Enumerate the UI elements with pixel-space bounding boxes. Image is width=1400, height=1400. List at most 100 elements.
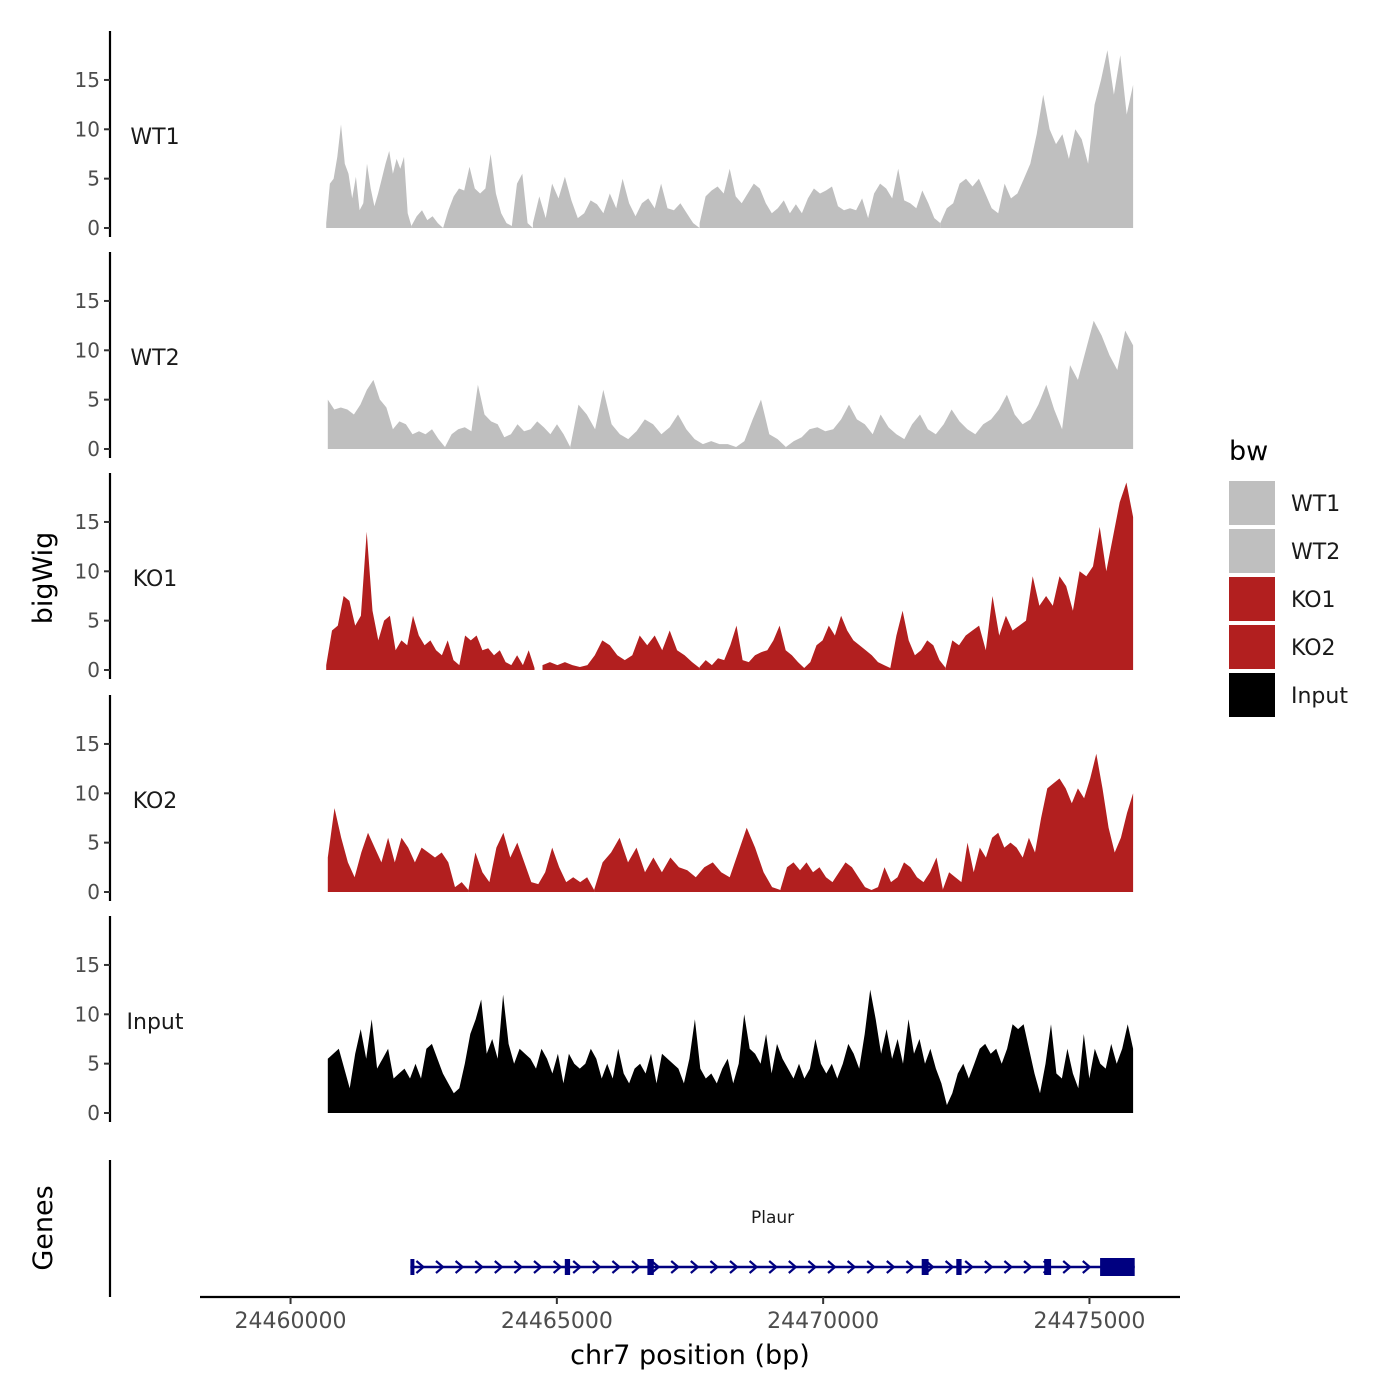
y-tick-label: 0	[87, 216, 100, 240]
signal-area-wt1	[326, 124, 412, 228]
strand-arrow	[807, 1260, 818, 1274]
signal-area-wt1	[699, 168, 941, 228]
strand-arrow	[611, 1260, 622, 1274]
legend-item-ko2: KO2	[1229, 625, 1336, 669]
gene-exon	[921, 1259, 929, 1275]
track-wt2: 0 5 10 15 WT2	[75, 252, 1134, 461]
track-label: KO2	[133, 789, 178, 814]
signal-area-wt2	[445, 384, 571, 449]
y-tick-label: 10	[75, 781, 100, 805]
gene-exon	[647, 1259, 654, 1275]
track-label: Input	[127, 1010, 184, 1035]
x-tick-label: 24470000	[767, 1309, 879, 1334]
track-wt1: 0 5 10 15 WT1	[75, 31, 1134, 240]
track-ko1: 0 5 10 15 KO1	[75, 473, 1134, 682]
y-tick-label: 5	[87, 167, 100, 191]
signal-area-ko2	[780, 857, 943, 892]
track-label: WT1	[130, 125, 179, 150]
x-axis-title: chr7 position (bp)	[570, 1340, 810, 1371]
y-tick-label: 10	[75, 559, 100, 583]
y-tick-label: 15	[75, 953, 100, 977]
y-tick-label: 10	[75, 338, 100, 362]
y-tick-label: 0	[87, 437, 100, 461]
strand-arrow	[788, 1260, 798, 1274]
y-tick-label: 5	[87, 609, 100, 633]
signal-area-ko2	[327, 808, 469, 892]
y-axis-title: bigWig	[28, 532, 59, 625]
y-tick-label: 0	[87, 1101, 100, 1125]
strand-arrow	[1003, 1260, 1014, 1274]
legend-label: KO2	[1291, 636, 1336, 661]
strand-arrow	[866, 1260, 876, 1274]
track-label: WT2	[130, 346, 179, 371]
strand-arrow	[1082, 1260, 1092, 1274]
strand-arrow	[964, 1260, 974, 1274]
legend-title: bw	[1229, 436, 1268, 467]
legend-swatch	[1229, 673, 1275, 717]
legend-label: WT2	[1291, 540, 1340, 565]
track-label: KO1	[133, 567, 178, 592]
strand-arrow	[905, 1260, 916, 1274]
signal-area-wt1	[940, 50, 1134, 228]
legend-swatch	[1229, 577, 1275, 621]
strand-arrow	[748, 1260, 759, 1274]
strand-arrow	[1023, 1260, 1033, 1274]
signal-area-wt2	[570, 389, 786, 449]
strand-arrow	[886, 1260, 896, 1274]
strand-arrow	[984, 1260, 994, 1274]
gene-exon	[956, 1259, 962, 1275]
strand-arrow	[474, 1260, 484, 1274]
signal-area-ko1	[699, 610, 946, 670]
y-tick-label: 0	[87, 880, 100, 904]
signal-area-wt2	[785, 320, 1134, 449]
x-tick-label: 24460000	[235, 1309, 347, 1334]
signal-area-ko1	[542, 630, 700, 670]
y-tick-label: 10	[75, 117, 100, 141]
x-tick-label: 24465000	[501, 1309, 613, 1334]
gene-exon	[1044, 1259, 1052, 1275]
strand-arrow	[435, 1260, 445, 1274]
signal-area-ko2	[468, 832, 595, 892]
y-tick-label: 15	[75, 289, 100, 313]
strand-arrow	[650, 1260, 661, 1274]
signal-area-wt1	[532, 176, 700, 228]
legend-label: KO1	[1291, 588, 1336, 613]
legend-item-wt1: WT1	[1229, 481, 1340, 525]
strand-arrow	[768, 1260, 778, 1274]
strand-arrow	[690, 1260, 700, 1274]
x-axis: 24460000 24465000 24470000 24475000	[200, 1295, 1180, 1334]
y-tick-label: 15	[75, 68, 100, 92]
strand-arrow	[631, 1260, 641, 1274]
strand-arrow	[670, 1260, 680, 1274]
signal-area-wt1	[411, 154, 533, 228]
signal-area-ko1	[326, 531, 535, 670]
signal-tracks: 0 5 10 15 WT1 0 5 10 15 WT2 0 5 10 15 KO1 0 5 10 15 KO2 0 5 10…	[75, 31, 1134, 1125]
track-ko2: 0 5 10 15 KO2	[75, 695, 1134, 904]
strand-arrow	[494, 1260, 504, 1274]
y-tick-label: 0	[87, 658, 100, 682]
gene-plaur: Plaur	[410, 1208, 1135, 1276]
track-input: 0 5 10 15 Input	[75, 916, 1134, 1125]
strand-arrow	[846, 1260, 857, 1274]
signal-area-wt2	[327, 379, 445, 449]
legend-swatch	[1229, 481, 1275, 525]
signal-area-ko2	[594, 827, 781, 892]
strand-arrow	[454, 1260, 465, 1274]
y-tick-label: 15	[75, 510, 100, 534]
legend-swatch	[1229, 529, 1275, 573]
y-tick-label: 15	[75, 732, 100, 756]
x-tick-label: 24475000	[1033, 1309, 1145, 1334]
strand-arrow	[1062, 1260, 1072, 1274]
signal-area-input	[327, 989, 1134, 1113]
strand-arrow	[709, 1260, 720, 1274]
genes-axis-title: Genes	[28, 1185, 59, 1270]
signal-area-ko2	[943, 753, 1134, 892]
legend-label: WT1	[1291, 492, 1340, 517]
legend-item-input: Input	[1229, 673, 1348, 717]
legend-swatch	[1229, 625, 1275, 669]
gene-exon	[410, 1259, 415, 1275]
y-tick-label: 5	[87, 1052, 100, 1076]
strand-arrow	[513, 1260, 524, 1274]
strand-arrow	[533, 1260, 543, 1274]
